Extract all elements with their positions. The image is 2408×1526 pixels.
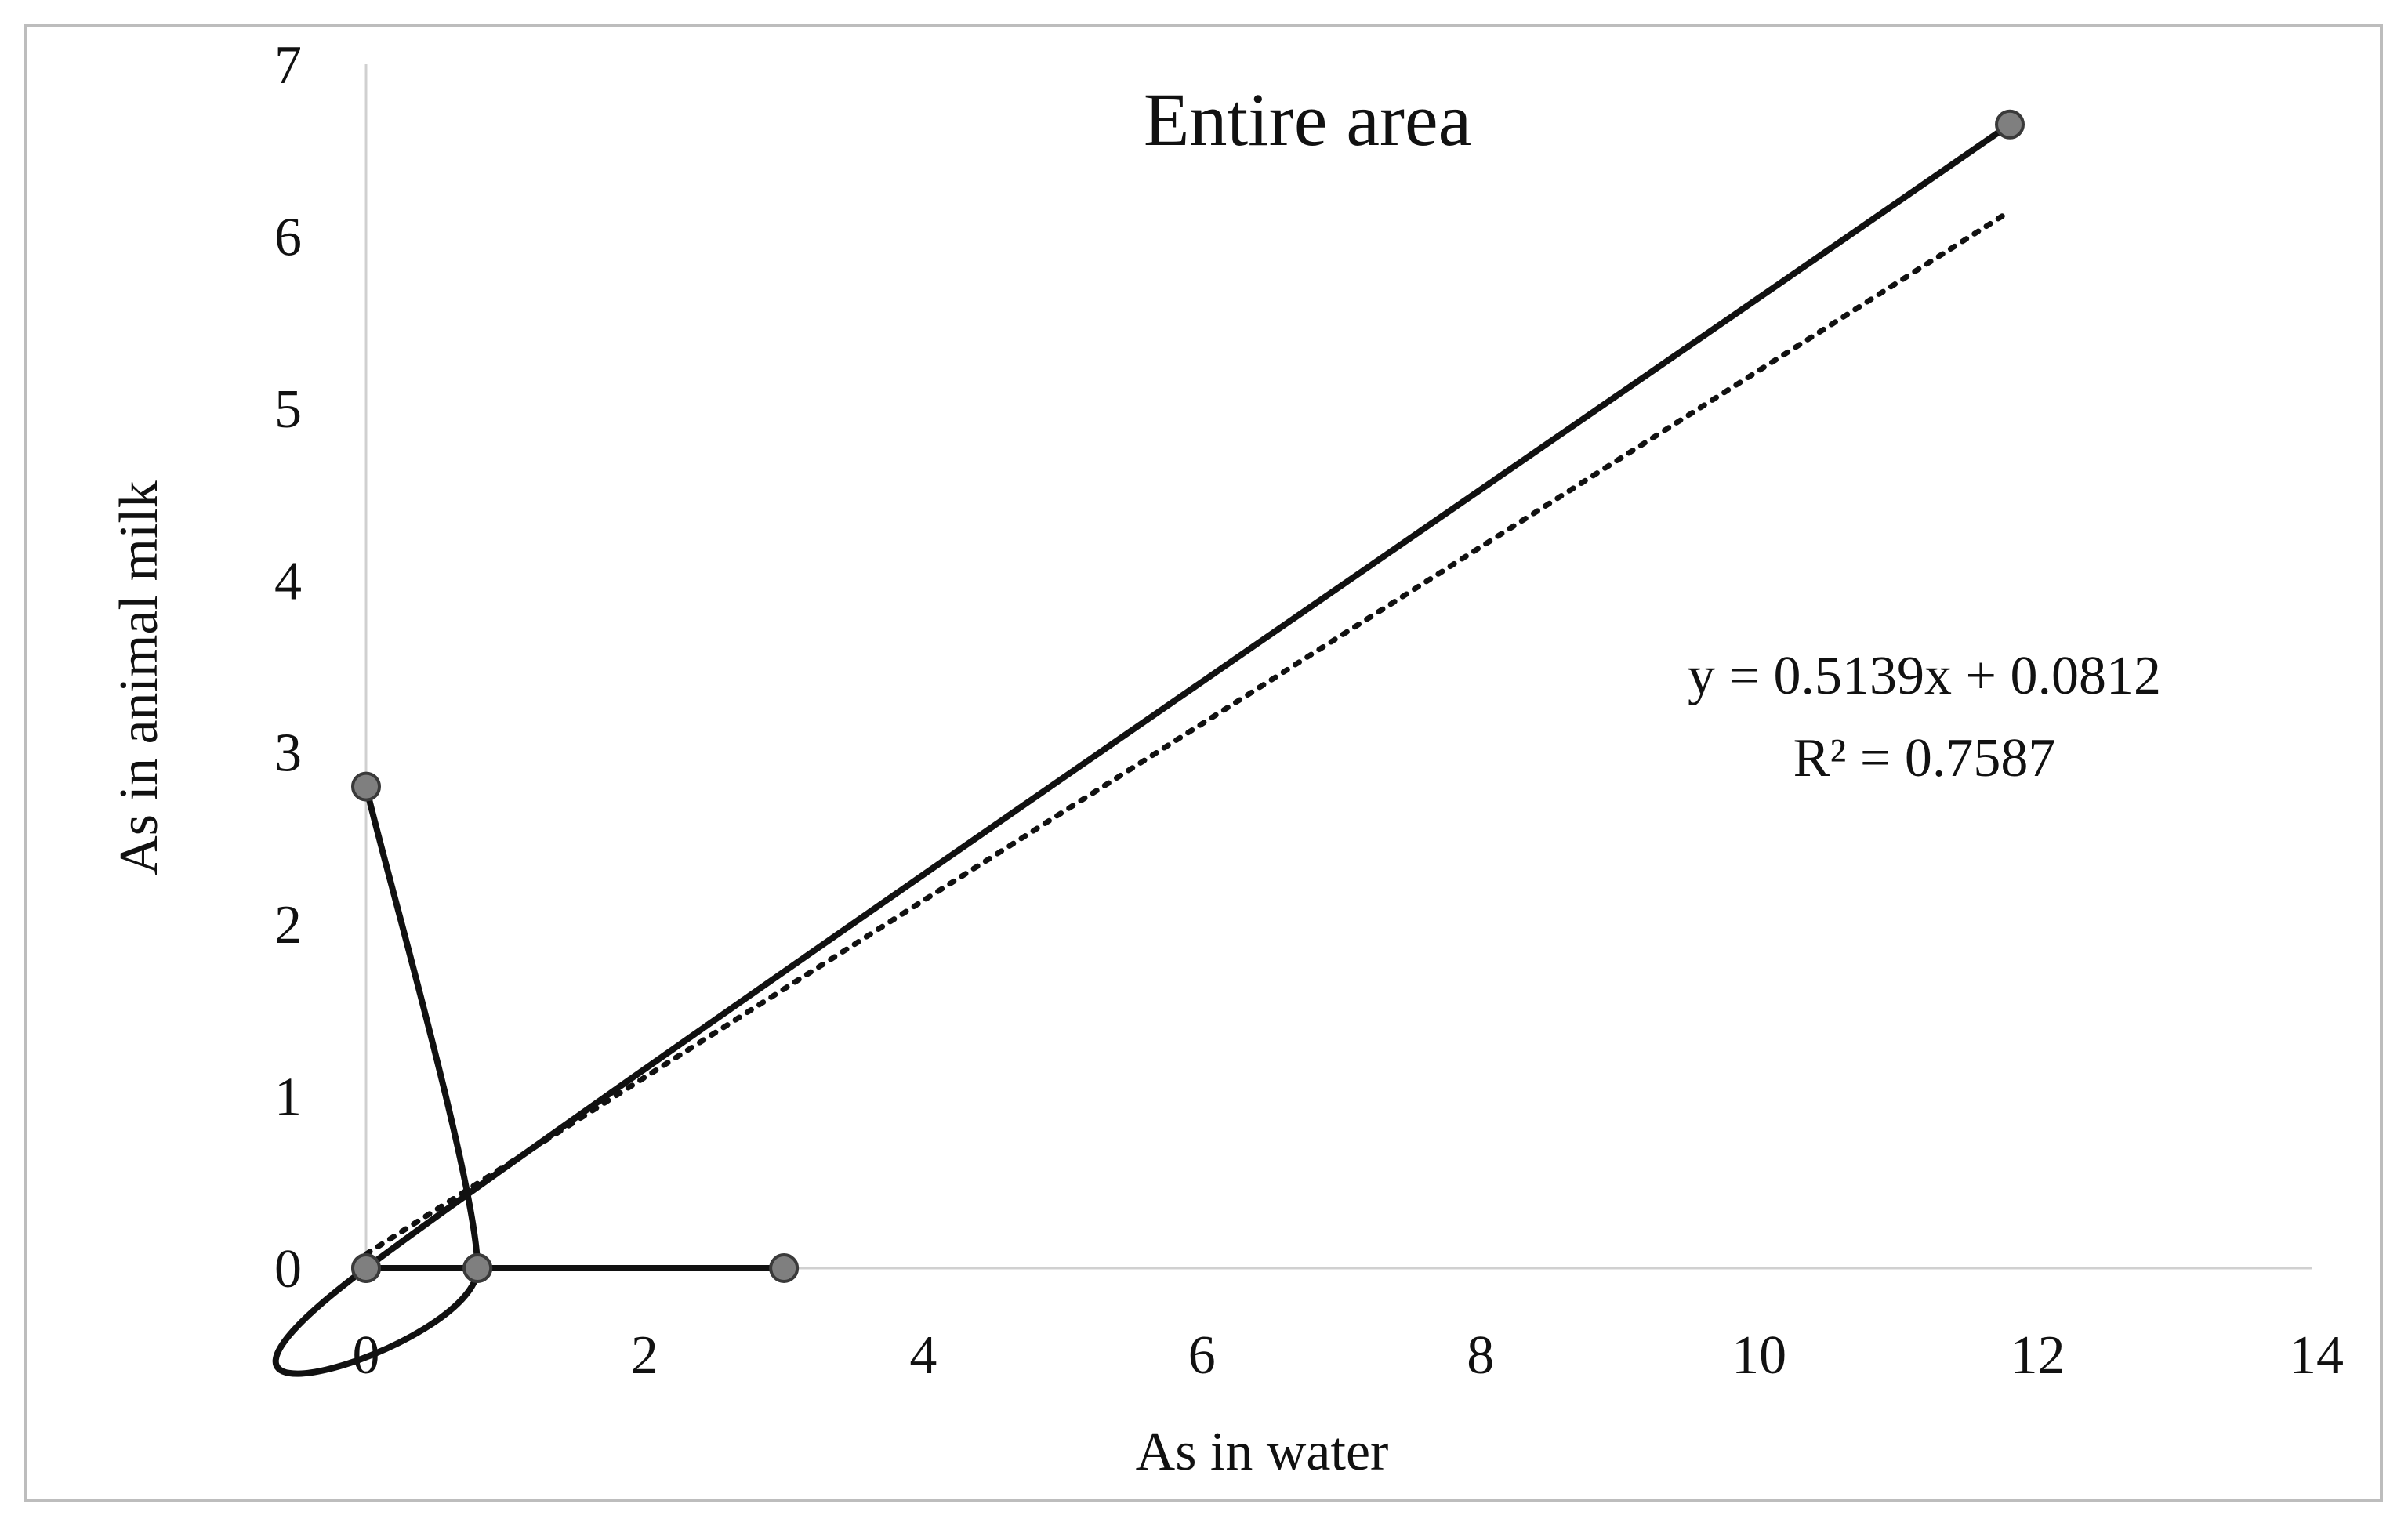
y-tick-label-2: 2 bbox=[274, 895, 302, 955]
data-point-0-3 bbox=[1995, 109, 2025, 140]
x-tick-label-7: 14 bbox=[2289, 1325, 2344, 1386]
series-line-0 bbox=[272, 121, 2012, 1377]
x-tick-label-1: 2 bbox=[631, 1325, 658, 1386]
y-tick-label-3: 3 bbox=[274, 723, 302, 784]
y-tick-label-7: 7 bbox=[274, 35, 302, 96]
x-tick-label-5: 10 bbox=[1732, 1325, 1786, 1386]
x-tick-labels: 0 2 4 6 8 10 12 14 bbox=[353, 1325, 2345, 1386]
chart-title: Entire area bbox=[1144, 78, 1471, 161]
data-point-0-0 bbox=[351, 771, 381, 802]
data-point-1-2 bbox=[769, 1253, 800, 1283]
y-tick-label-6: 6 bbox=[274, 207, 302, 267]
x-tick-label-3: 6 bbox=[1188, 1325, 1216, 1386]
x-tick-label-4: 8 bbox=[1467, 1325, 1494, 1386]
y-tick-labels: 0 1 2 3 4 5 6 7 bbox=[274, 35, 302, 1299]
data-markers bbox=[351, 109, 2025, 1283]
y-tick-label-1: 1 bbox=[274, 1067, 302, 1128]
x-axis-label: As in water bbox=[1136, 1422, 1389, 1482]
series-lines bbox=[272, 121, 2012, 1377]
data-point-1-0 bbox=[351, 1253, 381, 1283]
trendline-equation: y = 0.5139x + 0.0812 bbox=[1688, 646, 2161, 706]
x-tick-label-2: 4 bbox=[909, 1325, 937, 1386]
chart-frame bbox=[24, 24, 2383, 1502]
y-axis-label: As in animal milk bbox=[109, 480, 169, 875]
y-tick-label-4: 4 bbox=[274, 551, 302, 611]
trendline bbox=[363, 208, 2013, 1257]
trendline-r-squared: R² = 0.7587 bbox=[1793, 728, 2056, 788]
y-tick-label-5: 5 bbox=[274, 379, 302, 440]
y-tick-label-0: 0 bbox=[274, 1239, 302, 1299]
data-point-1-1 bbox=[462, 1253, 493, 1283]
x-tick-label-6: 12 bbox=[2011, 1325, 2065, 1386]
